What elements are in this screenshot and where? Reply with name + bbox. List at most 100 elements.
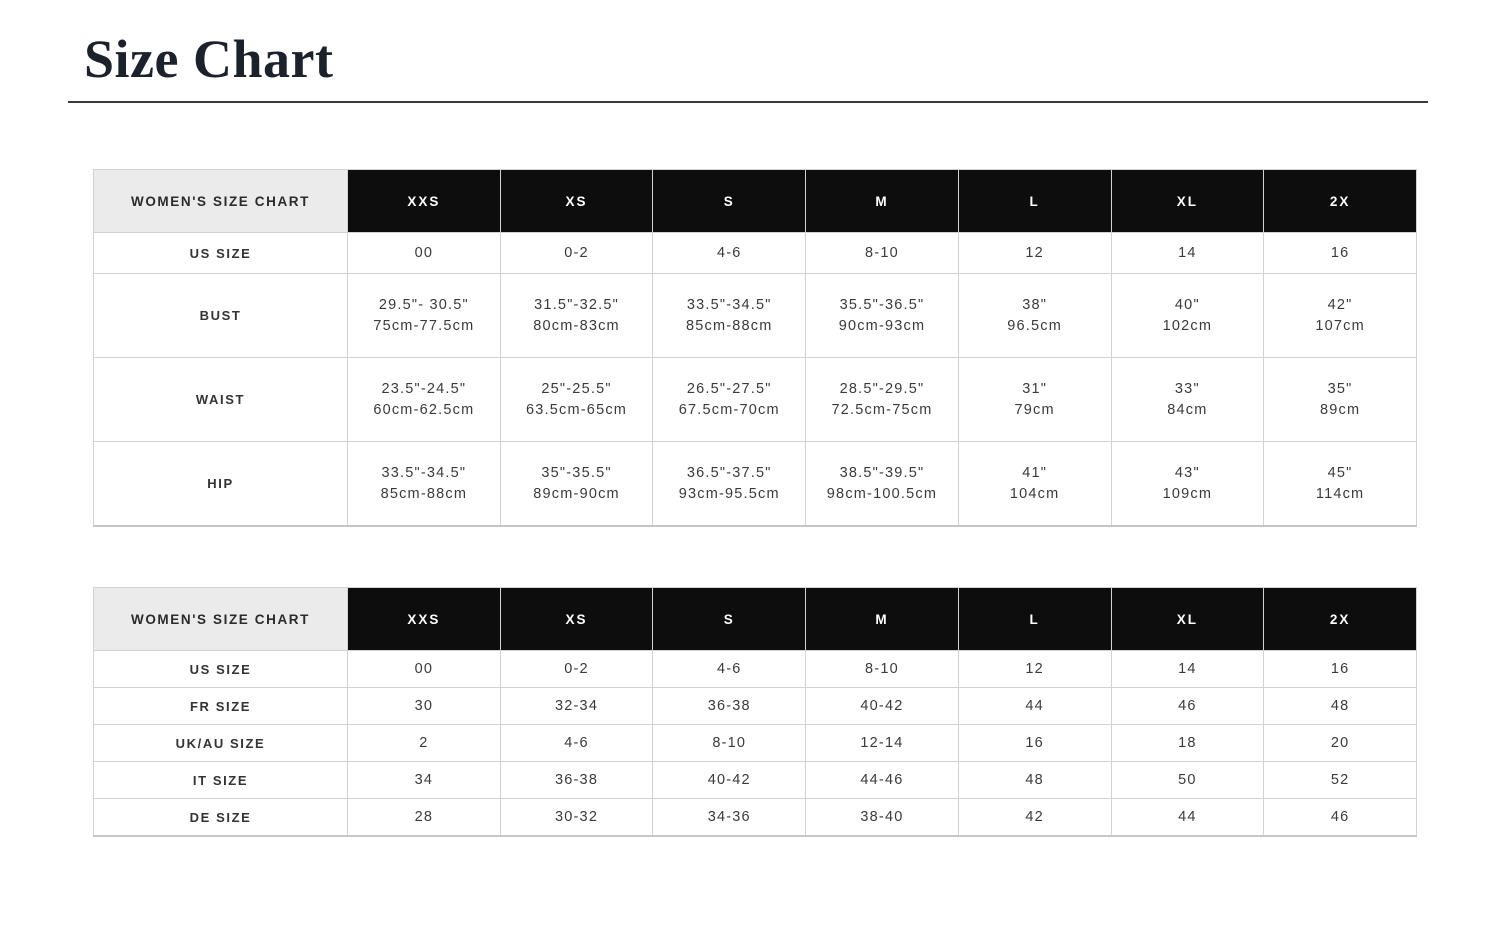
hip-cm: 89cm-90cm xyxy=(533,486,620,503)
row-label-hip: HIP xyxy=(93,441,348,527)
cell-us-2x: 16 xyxy=(1263,650,1417,689)
cell-waist-xxs: 23.5"-24.5" 60cm-62.5cm xyxy=(347,357,501,443)
cell-it-xxs: 34 xyxy=(347,761,501,800)
waist-row: WAIST 23.5"-24.5" 60cm-62.5cm 25"-25.5" 63… xyxy=(93,357,1417,443)
cell-ukau-xxs: 2 xyxy=(347,724,501,763)
measurements-corner-label: WOMEN'S SIZE CHART xyxy=(93,169,348,234)
conversion-corner-label: WOMEN'S SIZE CHART xyxy=(93,587,348,652)
cell-de-l: 42 xyxy=(957,798,1112,837)
size-column-xxs: XXS xyxy=(347,587,501,652)
row-label-fr-size: FR SIZE xyxy=(93,687,348,726)
cell-waist-s: 26.5"-27.5" 67.5cm-70cm xyxy=(652,357,807,443)
cell-waist-xs: 25"-25.5" 63.5cm-65cm xyxy=(499,357,654,443)
bust-cm: 80cm-83cm xyxy=(533,318,620,335)
size-column-xl: XL xyxy=(1110,587,1265,652)
cell-de-xxs: 28 xyxy=(347,798,501,837)
cell-ukau-m: 12-14 xyxy=(805,724,959,763)
cell-hip-s: 36.5"-37.5" 93cm-95.5cm xyxy=(652,441,807,527)
waist-inches: 35" xyxy=(1327,381,1353,398)
cell-bust-xxs: 29.5"- 30.5" 75cm-77.5cm xyxy=(347,273,501,359)
cell-hip-xl: 43" 109cm xyxy=(1110,441,1265,527)
cell-us-size-m: 8-10 xyxy=(805,232,959,275)
bust-inches: 42" xyxy=(1327,297,1353,314)
cell-it-s: 40-42 xyxy=(652,761,807,800)
cell-us-s: 4-6 xyxy=(652,650,807,689)
conversion-header-row: WOMEN'S SIZE CHART XXS XS S M L XL 2X xyxy=(93,587,1417,652)
cell-us-size-2x: 16 xyxy=(1263,232,1417,275)
it-size-row: IT SIZE 34 36-38 40-42 44-46 48 50 52 xyxy=(93,761,1417,800)
cell-waist-2x: 35" 89cm xyxy=(1263,357,1417,443)
hip-inches: 38.5"-39.5" xyxy=(839,465,925,482)
row-label-it-size: IT SIZE xyxy=(93,761,348,800)
cell-bust-l: 38" 96.5cm xyxy=(957,273,1112,359)
cell-hip-l: 41" 104cm xyxy=(957,441,1112,527)
cell-fr-xs: 32-34 xyxy=(499,687,654,726)
hip-inches: 36.5"-37.5" xyxy=(686,465,772,482)
cell-hip-xs: 35"-35.5" 89cm-90cm xyxy=(499,441,654,527)
hip-inches: 35"-35.5" xyxy=(541,465,612,482)
cell-it-2x: 52 xyxy=(1263,761,1417,800)
bust-inches: 35.5"-36.5" xyxy=(839,297,925,314)
size-column-l: L xyxy=(957,169,1112,234)
hip-cm: 85cm-88cm xyxy=(380,486,468,503)
cell-us-size-xxs: 00 xyxy=(347,232,501,275)
waist-cm: 67.5cm-70cm xyxy=(678,402,780,419)
cell-de-xl: 44 xyxy=(1110,798,1265,837)
waist-cm: 89cm xyxy=(1319,402,1361,419)
cell-fr-2x: 48 xyxy=(1263,687,1417,726)
cell-fr-s: 36-38 xyxy=(652,687,807,726)
hip-cm: 93cm-95.5cm xyxy=(678,486,780,503)
cell-hip-m: 38.5"-39.5" 98cm-100.5cm xyxy=(805,441,959,527)
size-column-m: M xyxy=(805,587,959,652)
hip-inches: 41" xyxy=(1022,465,1048,482)
de-size-row: DE SIZE 28 30-32 34-36 38-40 42 44 46 xyxy=(93,798,1417,837)
cell-it-l: 48 xyxy=(957,761,1112,800)
bust-cm: 90cm-93cm xyxy=(838,318,926,335)
waist-inches: 31" xyxy=(1022,381,1048,398)
cell-waist-m: 28.5"-29.5" 72.5cm-75cm xyxy=(805,357,959,443)
size-column-s: S xyxy=(652,587,807,652)
cell-de-s: 34-36 xyxy=(652,798,807,837)
size-column-2x: 2X xyxy=(1263,169,1417,234)
hip-row: HIP 33.5"-34.5" 85cm-88cm 35"-35.5" 89cm-9… xyxy=(93,441,1417,527)
cell-us-size-xl: 14 xyxy=(1110,232,1265,275)
size-column-l: L xyxy=(957,587,1112,652)
hip-inches: 45" xyxy=(1327,465,1353,482)
waist-cm: 60cm-62.5cm xyxy=(373,402,475,419)
waist-inches: 23.5"-24.5" xyxy=(381,381,467,398)
cell-de-m: 38-40 xyxy=(805,798,959,837)
cell-waist-xl: 33" 84cm xyxy=(1110,357,1265,443)
cell-waist-l: 31" 79cm xyxy=(957,357,1112,443)
cell-bust-2x: 42" 107cm xyxy=(1263,273,1417,359)
waist-cm: 72.5cm-75cm xyxy=(831,402,933,419)
measurements-header-row: WOMEN'S SIZE CHART XXS XS S M L XL 2X xyxy=(93,169,1417,234)
cell-ukau-l: 16 xyxy=(957,724,1112,763)
fr-size-row: FR SIZE 30 32-34 36-38 40-42 44 46 48 xyxy=(93,687,1417,726)
bust-cm: 75cm-77.5cm xyxy=(373,318,475,335)
measurements-table: WOMEN'S SIZE CHART XXS XS S M L XL 2X US… xyxy=(93,169,1417,528)
size-column-m: M xyxy=(805,169,959,234)
size-column-xl: XL xyxy=(1110,169,1265,234)
cell-ukau-xl: 18 xyxy=(1110,724,1265,763)
size-column-2x: 2X xyxy=(1263,587,1417,652)
waist-inches: 25"-25.5" xyxy=(541,381,612,398)
cell-ukau-xs: 4-6 xyxy=(499,724,654,763)
cell-bust-xl: 40" 102cm xyxy=(1110,273,1265,359)
size-column-xxs: XXS xyxy=(347,169,501,234)
waist-cm: 63.5cm-65cm xyxy=(526,402,628,419)
bust-cm: 107cm xyxy=(1315,318,1365,335)
hip-cm: 98cm-100.5cm xyxy=(826,486,938,503)
hip-cm: 114cm xyxy=(1315,486,1365,503)
hip-inches: 33.5"-34.5" xyxy=(381,465,467,482)
hip-cm: 104cm xyxy=(1009,486,1060,503)
waist-cm: 84cm xyxy=(1167,402,1208,419)
waist-inches: 33" xyxy=(1174,381,1200,398)
waist-inches: 26.5"-27.5" xyxy=(686,381,772,398)
cell-us-xl: 14 xyxy=(1110,650,1265,689)
cell-hip-xxs: 33.5"-34.5" 85cm-88cm xyxy=(347,441,501,527)
cell-fr-l: 44 xyxy=(957,687,1112,726)
cell-it-m: 44-46 xyxy=(805,761,959,800)
bust-inches: 31.5"-32.5" xyxy=(534,297,619,314)
cell-us-l: 12 xyxy=(957,650,1112,689)
cell-fr-m: 40-42 xyxy=(805,687,959,726)
